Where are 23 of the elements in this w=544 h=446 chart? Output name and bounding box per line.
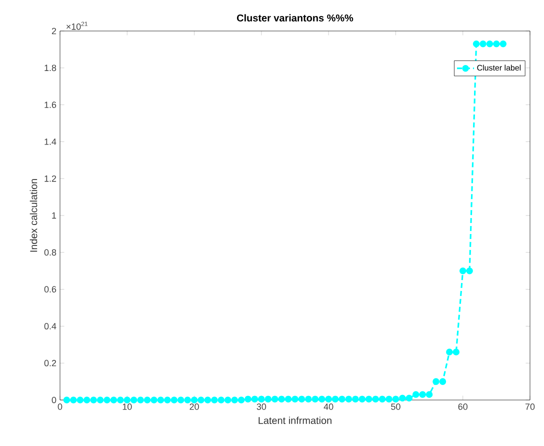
y-tick-label: 2 bbox=[52, 28, 56, 34]
y-axis-title: Index calculation bbox=[30, 179, 38, 252]
x-tick-label: 40 bbox=[324, 404, 334, 410]
y-tick-label: 1 bbox=[52, 212, 56, 219]
x-axis-title: Latent infrmation bbox=[258, 416, 332, 424]
y-tick-label: 1.4 bbox=[44, 138, 56, 145]
x-tick-label: 60 bbox=[458, 404, 468, 410]
y-tick-label: 0.2 bbox=[44, 360, 56, 366]
y-tick-label: 0.4 bbox=[44, 323, 56, 330]
y-tick-label: 1.2 bbox=[44, 175, 56, 182]
y-tick-label: 1.6 bbox=[44, 102, 56, 108]
chart-title: Cluster variantons %%% bbox=[236, 14, 354, 22]
x-tick-label: 30 bbox=[256, 404, 266, 410]
x-tick-label: 10 bbox=[122, 404, 132, 410]
y-tick-label: 0 bbox=[52, 396, 56, 404]
text: ×10$^{21}$ bbox=[66, 22, 88, 30]
x-tick-label: 0 bbox=[58, 404, 62, 410]
x-tick-label: 70 bbox=[525, 404, 535, 410]
y-tick-label: 0.6 bbox=[44, 286, 56, 292]
x-tick-label: 20 bbox=[190, 404, 199, 410]
y-tick-label: 0.8 bbox=[44, 249, 56, 256]
y-tick-label: 1.8 bbox=[44, 64, 56, 72]
x-tick-label: 50 bbox=[391, 404, 400, 410]
